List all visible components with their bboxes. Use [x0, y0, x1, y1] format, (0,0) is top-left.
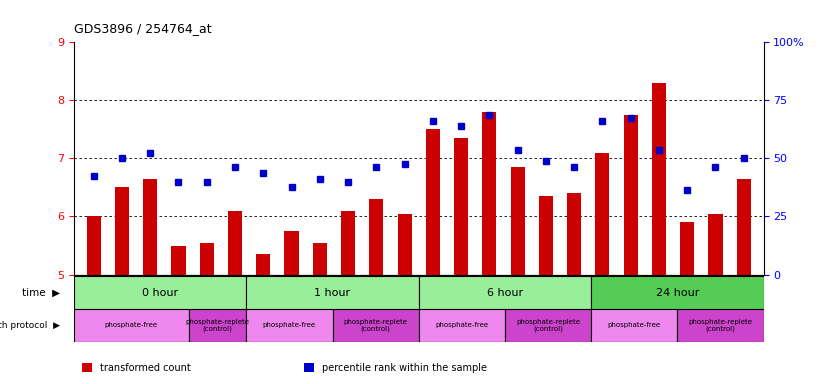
- Bar: [74, 309, 189, 342]
- Text: phosphate-free: phosphate-free: [263, 323, 316, 328]
- Bar: [200, 243, 213, 275]
- Text: GDS3896 / 254764_at: GDS3896 / 254764_at: [74, 22, 212, 35]
- Text: 0 hour: 0 hour: [142, 288, 178, 298]
- Bar: [454, 138, 468, 275]
- Bar: [228, 211, 242, 275]
- Bar: [284, 231, 299, 275]
- Text: 24 hour: 24 hour: [656, 288, 699, 298]
- Text: phosphate-replete
(control): phosphate-replete (control): [344, 319, 407, 332]
- Bar: [313, 243, 327, 275]
- Bar: [115, 187, 129, 275]
- Bar: [341, 211, 355, 275]
- Bar: [482, 112, 497, 275]
- Bar: [369, 199, 383, 275]
- Text: time  ▶: time ▶: [22, 288, 60, 298]
- Text: phosphate-free: phosphate-free: [105, 323, 158, 328]
- Bar: [189, 309, 246, 342]
- Text: phosphate-replete
(control): phosphate-replete (control): [689, 319, 752, 332]
- Bar: [256, 254, 270, 275]
- Bar: [74, 276, 246, 309]
- Bar: [397, 214, 411, 275]
- Bar: [426, 129, 440, 275]
- Bar: [591, 309, 677, 342]
- Bar: [539, 196, 553, 275]
- Bar: [246, 276, 419, 309]
- Bar: [624, 115, 638, 275]
- Text: phosphate-free: phosphate-free: [435, 323, 488, 328]
- Bar: [511, 167, 525, 275]
- Bar: [591, 276, 764, 309]
- Bar: [505, 309, 591, 342]
- Text: percentile rank within the sample: percentile rank within the sample: [322, 362, 487, 372]
- Text: 1 hour: 1 hour: [314, 288, 351, 298]
- Bar: [595, 152, 609, 275]
- Bar: [419, 276, 591, 309]
- Bar: [736, 179, 751, 275]
- Text: phosphate-free: phosphate-free: [608, 323, 661, 328]
- Bar: [567, 193, 581, 275]
- Bar: [143, 179, 158, 275]
- Text: 6 hour: 6 hour: [487, 288, 523, 298]
- Bar: [419, 309, 505, 342]
- Bar: [677, 309, 764, 342]
- Bar: [86, 217, 101, 275]
- Text: phosphate-replete
(control): phosphate-replete (control): [516, 319, 580, 332]
- Text: phosphate-replete
(control): phosphate-replete (control): [186, 319, 250, 332]
- Bar: [652, 83, 666, 275]
- Text: growth protocol  ▶: growth protocol ▶: [0, 321, 60, 330]
- Text: transformed count: transformed count: [100, 362, 191, 372]
- Bar: [172, 245, 186, 275]
- Bar: [680, 222, 695, 275]
- Bar: [333, 309, 419, 342]
- Bar: [709, 214, 722, 275]
- Bar: [246, 309, 333, 342]
